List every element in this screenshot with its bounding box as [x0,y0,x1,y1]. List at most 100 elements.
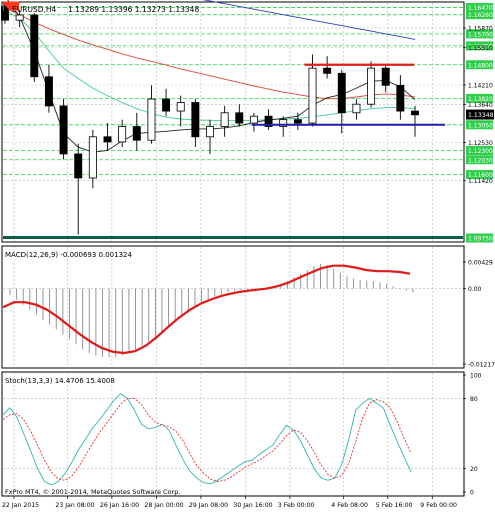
stoch-tick-label: 100 [470,373,482,380]
candle-body [308,67,317,124]
candle-body [323,67,332,74]
candle-body [381,67,390,86]
level-price-box [466,120,493,130]
candle-body [44,76,53,107]
level-price-box [466,146,493,156]
level-price-label: 1.09750 [468,236,493,243]
level-price-box [466,10,493,20]
title-arrow-icon [4,5,9,13]
candle-body [206,126,214,138]
stoch-title: Stoch(13,3,3) 14.4706 15.4008 [5,377,115,385]
price-title: EURUSD,H4 [12,5,56,14]
candle-body [293,119,302,124]
level-price-label: 1.13050 [468,122,493,129]
current-price-label: 1.13348 [468,112,494,119]
level-price-box [466,29,493,39]
macd-axis: 0.00429 0.00 -0.012179 [463,260,495,369]
candle-body [411,110,419,116]
candle-body [103,136,112,143]
candle-body [88,136,97,179]
level-price-box [466,60,493,70]
stoch-signal-line [2,397,412,482]
price-tick-label: 1.13640 [468,102,493,109]
price-tick-label: 1.11420 [468,178,493,185]
x-axis: 22 Jan 2015 23 Jan 08:00 26 Jan 16:00 28 Ja… [2,496,457,509]
candle-body [367,67,376,105]
candle-body [30,14,39,78]
x-tick-label: 28 Jan 00:00 [144,502,183,509]
level-price-label: 1.12300 [468,148,493,155]
candle-body [118,126,127,143]
x-tick-label: 9 Feb 00:00 [420,502,457,509]
x-tick-label: 5 Feb 16:00 [376,502,413,509]
x-tick-label: 30 Jan 16:00 [233,502,272,509]
candle-body [249,115,258,124]
macd-tick-label: 0.00429 [468,260,493,267]
level-price-box [466,41,493,51]
stoch-tick-label: 0 [470,490,474,497]
stoch-grid [3,373,463,495]
candle-body [337,72,346,114]
stoch-tick-label: 80 [470,396,478,403]
level-price-box [466,170,493,180]
x-tick-label: 26 Jan 16:00 [100,502,139,509]
level-price-label: 1.15700 [468,31,493,38]
moving-average-line [4,7,416,100]
x-tick-label: 4 Feb 08:00 [331,502,368,509]
candle-body [74,153,83,179]
level-price-label: 1.13820 [468,96,493,103]
bottom-level-bar [3,236,463,239]
price-tick-label: 1.12530 [468,140,493,147]
candle-body [396,84,405,112]
candle-body [59,105,68,155]
macd-grid [3,247,463,367]
candle-body [279,119,288,127]
x-tick-label: 22 Jan 2015 [2,502,39,509]
candle-body [235,112,244,124]
price-tick-label: 1.15870 [468,26,493,33]
candle-body [162,98,171,112]
level-price-label: 1.12030 [468,157,493,164]
level-price-label: 1.16260 [468,12,493,19]
stoch-tick-label: 20 [470,466,478,473]
level-price-label: 1.11600 [468,172,493,179]
macd-histogram [9,263,414,358]
candle-body [176,102,185,112]
level-price-label: 1.15350 [468,43,493,50]
macd-title: MACD(12,26,9) -0.000693 0.001324 [5,251,132,259]
macd-tick-label: 0.00 [468,286,482,293]
level-price-box [466,233,493,243]
price-panel [1,1,465,243]
candle-body [191,102,200,138]
candle-body [15,14,24,21]
price-marker-flag [3,1,19,11]
support-resistance [3,1,463,239]
stoch-lines [2,393,412,486]
x-tick-label: 23 Jan 08:00 [55,502,94,509]
candles [1,3,419,235]
level-price-box [466,155,493,165]
stoch-axis: 100 80 20 0 [463,373,482,497]
level-price-box [466,93,493,103]
stoch-panel [1,371,465,497]
x-tick-label: 29 Jan 08:00 [189,502,228,509]
x-tick-label: 3 Feb 00:00 [278,502,315,509]
macd-tick-label: -0.012179 [468,362,495,369]
ohlc-header: 1.13289 1.13396 1.13273 1.13348 [68,5,199,14]
price-grid [3,3,463,241]
level-price-label: 1.14800 [468,62,493,69]
macd-signal-line [2,264,411,355]
stoch-main-line [2,393,412,486]
macd-panel [1,245,465,369]
level-price-box [466,2,493,12]
footer-copyright: FxPro MT4, © 2001-2014, MetaQuotes Softw… [5,488,180,496]
candle-body [264,115,273,127]
moving-average-line [202,0,416,40]
current-price-box [466,109,494,120]
price-tick-label: 1.15310 [468,45,493,52]
level-price-label: 1.16470 [468,5,493,12]
candle-body [147,98,156,141]
